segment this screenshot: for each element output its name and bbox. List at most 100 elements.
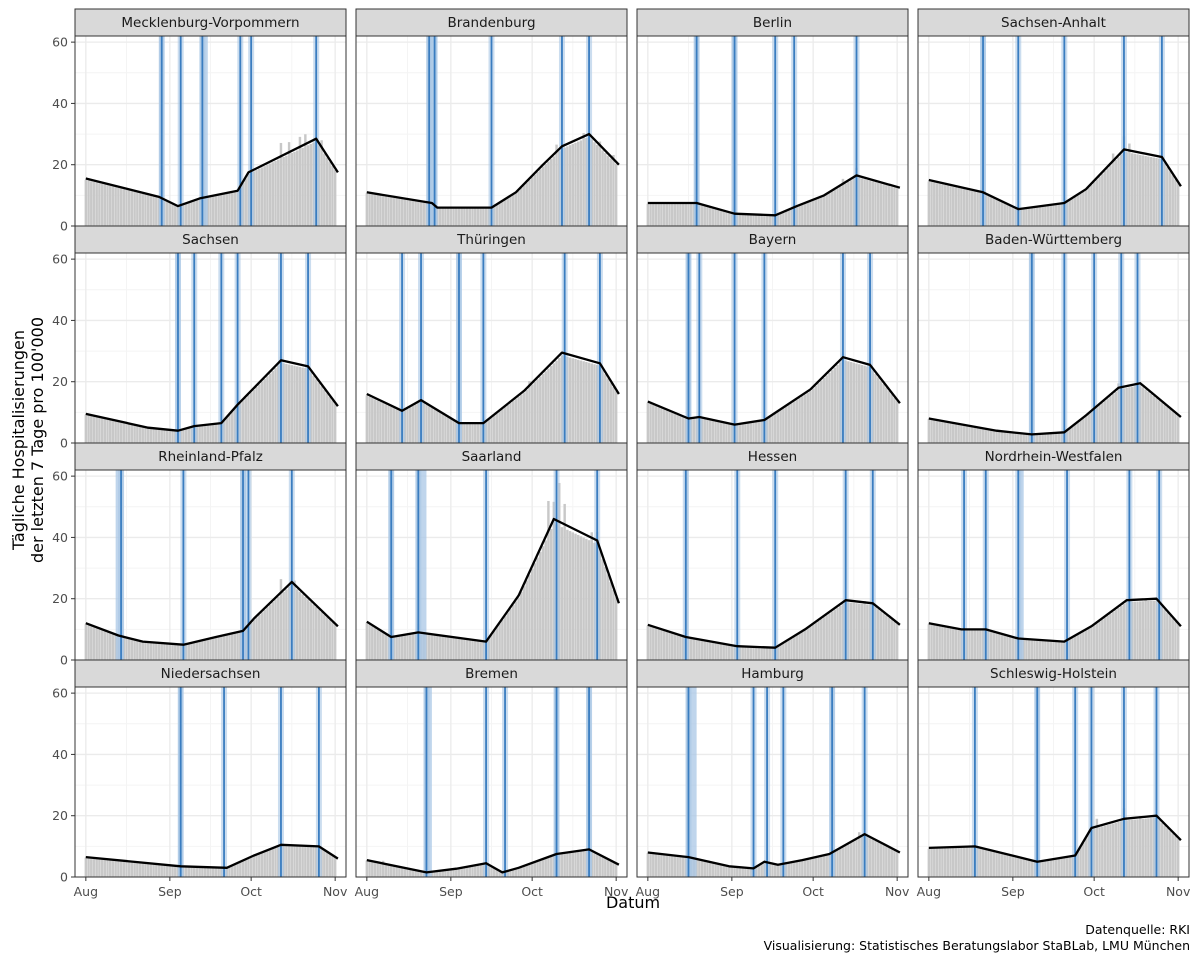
daily-bar bbox=[211, 424, 215, 443]
daily-bar bbox=[503, 407, 507, 443]
daily-bar bbox=[593, 364, 596, 443]
daily-bar bbox=[541, 373, 545, 443]
daily-bar bbox=[100, 183, 104, 226]
daily-bar bbox=[479, 208, 482, 226]
daily-bar bbox=[266, 850, 269, 877]
daily-bar bbox=[438, 870, 442, 877]
daily-bar bbox=[727, 212, 731, 226]
daily-bar bbox=[938, 848, 941, 877]
daily-bar bbox=[657, 854, 660, 877]
daily-bar bbox=[155, 428, 158, 443]
daily-bar bbox=[171, 430, 174, 443]
daily-bar bbox=[457, 208, 461, 226]
daily-bar bbox=[274, 160, 277, 226]
daily-bar bbox=[779, 213, 782, 226]
daily-bar bbox=[441, 208, 444, 226]
daily-bar bbox=[441, 414, 444, 443]
daily-bar bbox=[495, 413, 499, 443]
daily-bar bbox=[968, 426, 971, 443]
daily-bar bbox=[760, 215, 763, 226]
daily-bar bbox=[979, 630, 982, 660]
daily-bar bbox=[122, 422, 125, 443]
daily-bar bbox=[228, 866, 231, 877]
daily-bar bbox=[714, 421, 717, 443]
daily-bar bbox=[579, 140, 583, 226]
daily-bar bbox=[1109, 613, 1112, 660]
daily-bar bbox=[941, 184, 944, 226]
daily-bar bbox=[1128, 820, 1131, 877]
daily-bar bbox=[839, 848, 842, 877]
daily-bar bbox=[95, 182, 98, 226]
daily-bar bbox=[927, 848, 931, 877]
x-axis-title: Datum bbox=[606, 893, 660, 912]
daily-bar bbox=[1052, 205, 1055, 226]
daily-bar bbox=[1139, 154, 1142, 226]
daily-bar bbox=[787, 210, 790, 226]
daily-bar bbox=[1160, 822, 1164, 877]
daily-bar bbox=[90, 181, 93, 226]
daily-bar bbox=[841, 178, 845, 226]
daily-bar bbox=[1141, 818, 1145, 877]
daily-bar bbox=[498, 411, 501, 443]
daily-bar bbox=[1019, 433, 1023, 443]
panel-saarland: Saarland bbox=[355, 442, 628, 661]
daily-bar bbox=[111, 186, 115, 226]
x-tick-label: Oct bbox=[802, 884, 824, 899]
daily-bar bbox=[138, 193, 142, 226]
daily-bar bbox=[1092, 182, 1096, 226]
daily-bar bbox=[803, 630, 807, 660]
daily-bar bbox=[195, 200, 199, 226]
daily-bar bbox=[174, 866, 177, 877]
daily-bar bbox=[244, 397, 247, 443]
daily-bar bbox=[490, 866, 493, 877]
daily-bar bbox=[1109, 824, 1112, 877]
y-tick-label: 20 bbox=[52, 374, 68, 389]
x-tick-label: Oct bbox=[240, 884, 262, 899]
daily-bar bbox=[146, 642, 150, 660]
daily-bar bbox=[190, 643, 193, 660]
daily-bar bbox=[1144, 155, 1147, 226]
daily-bar bbox=[893, 621, 896, 660]
daily-bar bbox=[233, 192, 237, 226]
daily-bar bbox=[1068, 200, 1071, 226]
daily-bar bbox=[109, 185, 112, 226]
y-axis-title-line-1: Tägliche Hospitalisierungen bbox=[9, 330, 28, 551]
strip-label: Hamburg bbox=[741, 666, 804, 682]
daily-bar bbox=[190, 866, 193, 877]
daily-bar bbox=[328, 854, 331, 877]
daily-bar bbox=[965, 847, 968, 877]
daily-bar bbox=[506, 404, 509, 443]
daily-bar bbox=[144, 194, 147, 226]
daily-bar bbox=[312, 604, 315, 660]
daily-bar bbox=[1101, 826, 1104, 877]
daily-bar bbox=[84, 179, 88, 226]
daily-bar bbox=[103, 631, 107, 660]
daily-bar bbox=[1163, 404, 1166, 443]
daily-bar bbox=[165, 201, 169, 226]
daily-bar bbox=[949, 628, 952, 660]
daily-bar bbox=[746, 868, 750, 877]
daily-bar bbox=[1030, 640, 1034, 660]
y-tick-label: 60 bbox=[52, 469, 68, 484]
daily-bar bbox=[398, 636, 401, 660]
daily-bar bbox=[689, 203, 693, 226]
daily-bar bbox=[376, 195, 379, 226]
daily-bar bbox=[408, 407, 412, 443]
daily-bar bbox=[157, 643, 161, 660]
daily-bar bbox=[871, 839, 874, 877]
daily-bar bbox=[1046, 860, 1050, 877]
daily-bar bbox=[717, 421, 720, 443]
daily-bar bbox=[1006, 636, 1009, 660]
daily-bar bbox=[668, 203, 671, 226]
daily-bar bbox=[1038, 640, 1042, 660]
strip-background bbox=[74, 442, 347, 471]
daily-bar bbox=[201, 425, 204, 443]
strip-background bbox=[917, 8, 1190, 37]
daily-bar bbox=[1049, 433, 1053, 443]
daily-bar bbox=[874, 373, 877, 443]
daily-bar bbox=[768, 417, 772, 443]
daily-bar bbox=[157, 429, 161, 443]
daily-bar bbox=[568, 531, 572, 660]
daily-bar bbox=[430, 407, 434, 443]
daily-bar bbox=[87, 180, 90, 226]
